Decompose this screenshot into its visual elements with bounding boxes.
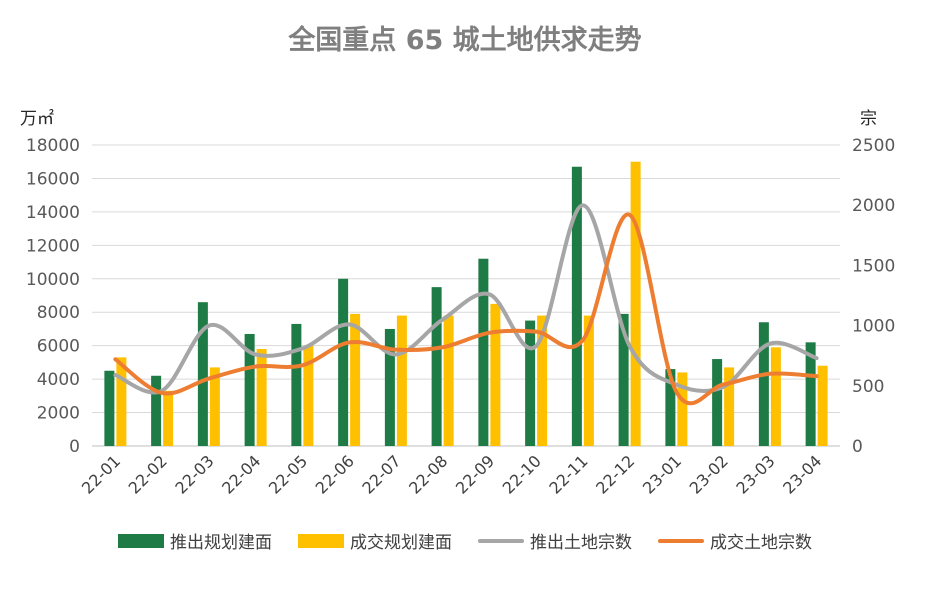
line-deal-count	[113, 212, 819, 406]
bar-supply-area	[197, 302, 208, 446]
bar-supply-area	[665, 369, 676, 446]
y-left-tick-label: 8000	[37, 303, 80, 323]
bar-deal-area	[583, 315, 594, 446]
x-tick-label: 22-12	[592, 451, 638, 497]
y-right-tick-label: 500	[852, 377, 884, 397]
y-left-tick-label: 10000	[26, 270, 80, 290]
y-left-tick-label: 18000	[26, 136, 80, 156]
y-left-tick-label: 0	[69, 437, 80, 457]
bar-deal-area	[350, 313, 361, 446]
bar-deal-area	[256, 349, 267, 446]
bar-deal-area	[163, 390, 174, 446]
x-tick-label: 23-01	[639, 451, 685, 497]
legend-item-deal-area: 成交规划建面	[298, 528, 452, 553]
y-right-tick-label: 2000	[852, 196, 895, 216]
bar-supply-area	[431, 287, 442, 446]
bar-supply-area	[338, 278, 349, 446]
x-tick-label: 22-08	[405, 451, 451, 497]
legend-swatch-deal-area	[298, 533, 344, 548]
bar-supply-area	[244, 333, 255, 446]
bar-supply-area	[712, 359, 723, 446]
chart-title: 全国重点 65 城土地供求走势	[288, 25, 642, 56]
x-tick-label: 22-01	[78, 451, 124, 497]
legend-label-deal-count: 成交土地宗数	[710, 533, 812, 553]
bar-deal-area	[443, 315, 454, 446]
legend-item-supply-area: 推出规划建面	[118, 528, 272, 553]
legend-item-deal-count: 成交土地宗数	[658, 528, 812, 553]
bar-supply-area	[525, 320, 536, 446]
y-left-tick-label: 2000	[37, 404, 80, 424]
x-tick-label: 23-03	[732, 451, 778, 497]
y-left-tick-label: 4000	[37, 370, 80, 390]
left-axis-unit: 万㎡	[20, 109, 54, 129]
bar-deal-area	[537, 315, 548, 446]
bar-supply-area	[291, 323, 302, 446]
legend-swatch-supply-area	[118, 533, 164, 548]
y-left-tick-label: 16000	[26, 169, 80, 189]
x-tick-label: 22-11	[545, 451, 591, 497]
line-supply-count	[113, 203, 819, 395]
y-left-tick-label: 6000	[37, 337, 80, 357]
x-tick-label: 22-06	[312, 451, 358, 497]
y-right-tick-label: 0	[852, 437, 863, 457]
y-left-tick-label: 14000	[26, 203, 80, 223]
right-axis-unit: 宗	[860, 109, 877, 129]
y-right-tick-label: 1000	[852, 317, 895, 337]
x-tick-label: 22-07	[358, 451, 404, 497]
bar-supply-area	[618, 313, 629, 446]
legend-swatch-supply-count	[478, 538, 524, 543]
legend-item-supply-count: 推出土地宗数	[478, 528, 632, 553]
bar-deal-area	[396, 315, 407, 446]
x-tick-label: 22-02	[125, 451, 171, 497]
legend-label-supply-area: 推出规划建面	[170, 533, 272, 553]
bar-deal-area	[116, 357, 127, 446]
x-tick-label: 23-04	[779, 451, 825, 497]
bar-supply-area	[758, 322, 769, 446]
legend-label-supply-count: 推出土地宗数	[530, 533, 632, 553]
bar-supply-area	[151, 375, 162, 446]
bar-deal-area	[490, 303, 501, 446]
bar-deal-area	[630, 161, 641, 446]
bar-deal-area	[724, 367, 735, 446]
x-tick-label: 22-05	[265, 451, 311, 497]
bar-deal-area	[677, 372, 688, 446]
legend-label-deal-area: 成交规划建面	[350, 533, 452, 553]
bar-deal-area	[770, 347, 781, 446]
bar-supply-area	[805, 342, 816, 446]
legend-swatch-deal-count	[658, 538, 704, 543]
x-tick-label: 22-09	[452, 451, 498, 497]
x-tick-label: 22-04	[218, 451, 264, 497]
y-right-tick-label: 1500	[852, 256, 895, 276]
legend: 推出规划建面 成交规划建面 推出土地宗数 成交土地宗数	[118, 528, 838, 553]
x-tick-label: 23-02	[686, 451, 732, 497]
bar-supply-area	[384, 328, 395, 446]
y-left-tick-label: 12000	[26, 236, 80, 256]
bar-supply-area	[104, 370, 115, 446]
bar-supply-area	[571, 166, 582, 446]
bar-supply-area	[478, 258, 489, 446]
bar-deal-area	[303, 345, 314, 446]
bar-deal-area	[817, 365, 828, 446]
x-tick-label: 22-03	[171, 451, 217, 497]
bar-deal-area	[209, 367, 220, 446]
y-right-tick-label: 2500	[852, 136, 895, 156]
x-tick-label: 22-10	[499, 451, 545, 497]
